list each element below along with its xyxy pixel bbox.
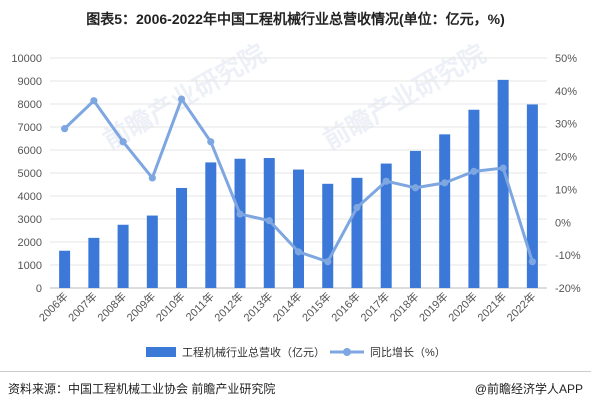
- x-tick-label: 2008年: [94, 289, 129, 324]
- bar: [293, 169, 304, 288]
- chart: 前瞻产业研究院 前瞻产业研究院 0 1000 2000 3000 4000 5000 6000…: [11, 38, 581, 359]
- y2-tick-label: 20%: [555, 152, 577, 164]
- y-tick-label: 6000: [18, 145, 42, 157]
- growth-point: [353, 203, 361, 212]
- bar: [351, 177, 363, 288]
- bar: [526, 104, 538, 289]
- x-tick-label: 2013年: [240, 289, 275, 324]
- x-tick-label: 2009年: [123, 289, 158, 324]
- bar: [468, 109, 480, 288]
- y-axis-right: -20% -10% 0% 10% 20% 30% 40% 50%: [555, 53, 581, 295]
- growth-point: [148, 174, 156, 182]
- growth-point: [470, 167, 478, 175]
- y2-tick-label: 50%: [555, 53, 577, 65]
- y-axis-left: 0 1000 2000 3000 4000 5000 6000 7000 8000 9000 100…: [11, 53, 42, 295]
- bar: [146, 215, 158, 288]
- y2-tick-label: 40%: [555, 86, 577, 98]
- legend-bar-label: 工程机械行业总营收（亿元）: [182, 345, 325, 359]
- source-divider: [0, 371, 591, 372]
- x-tick-label: 2017年: [357, 289, 392, 324]
- legend-bar-swatch: [146, 347, 176, 357]
- bar: [205, 162, 217, 288]
- y-tick-label: 1000: [18, 260, 42, 272]
- growth-point: [294, 248, 303, 256]
- bar: [234, 158, 246, 288]
- watermark: 前瞻产业研究院 前瞻产业研究院: [98, 38, 491, 156]
- x-tick-label: 2021年: [474, 289, 509, 324]
- bar: [88, 237, 100, 288]
- legend-line-marker: [343, 348, 351, 356]
- growth-point: [61, 125, 69, 133]
- y2-tick-label: 0%: [555, 217, 571, 229]
- growth-point: [207, 138, 215, 146]
- chart-title: 图表5：2006-2022年中国工程机械行业总营收情况(单位：亿元，%): [86, 11, 505, 27]
- bar: [322, 183, 334, 288]
- growth-point: [499, 164, 507, 172]
- source-note: 资料来源：中国工程机械工业协会 前瞻产业研究院: [8, 382, 276, 396]
- bar: [176, 187, 188, 288]
- legend-line-label: 同比增长（%）: [370, 345, 446, 359]
- bar: [409, 150, 421, 288]
- x-tick-label: 2012年: [211, 289, 246, 324]
- x-tick-label: 2011年: [183, 289, 217, 323]
- y-tick-label: 2000: [18, 237, 42, 249]
- growth-point: [411, 184, 420, 192]
- y2-tick-label: -20%: [555, 283, 581, 295]
- x-tick-label: 2022年: [504, 289, 539, 324]
- y2-tick-label: -10%: [555, 250, 581, 262]
- legend: 工程机械行业总营收（亿元） 同比增长（%）: [146, 345, 446, 359]
- bar: [497, 79, 509, 288]
- x-tick-label: 2020年: [445, 289, 480, 324]
- growth-point: [236, 210, 244, 218]
- x-tick-label: 2018年: [387, 289, 422, 324]
- x-tick-label: 2016年: [328, 289, 363, 324]
- growth-point: [441, 179, 449, 187]
- y-tick-label: 8000: [18, 99, 42, 111]
- y-tick-label: 7000: [18, 122, 42, 134]
- x-tick-label: 2010年: [153, 289, 188, 324]
- growth-point: [382, 177, 390, 185]
- y-tick-label: 3000: [18, 214, 42, 226]
- bar: [380, 163, 392, 288]
- y-tick-label: 0: [36, 283, 42, 295]
- x-axis: 2006年2007年2008年2009年2010年2011年2012年2013年…: [36, 289, 539, 324]
- y-tick-label: 4000: [18, 191, 42, 203]
- growth-point: [324, 258, 332, 266]
- bar: [59, 250, 71, 288]
- growth-point: [90, 97, 98, 105]
- brand-note: @前瞻经济学人APP: [474, 382, 583, 396]
- growth-point: [119, 138, 127, 146]
- bar: [117, 224, 129, 288]
- bar-series: [59, 79, 538, 289]
- line-series: [61, 95, 536, 266]
- y-tick-label: 9000: [18, 76, 42, 88]
- x-tick-label: 2007年: [65, 289, 100, 324]
- x-tick-label: 2015年: [299, 289, 334, 324]
- y-tick-label: 5000: [18, 168, 42, 180]
- watermark-text: 前瞻产业研究院: [318, 38, 491, 156]
- growth-point: [177, 95, 186, 103]
- growth-point: [528, 258, 536, 266]
- bar: [439, 134, 451, 288]
- growth-point: [265, 217, 273, 225]
- y-tick-label: 10000: [11, 53, 42, 65]
- y2-tick-label: 10%: [555, 184, 577, 196]
- y2-tick-label: 30%: [555, 119, 577, 131]
- x-tick-label: 2019年: [416, 289, 451, 324]
- x-tick-label: 2014年: [270, 289, 305, 324]
